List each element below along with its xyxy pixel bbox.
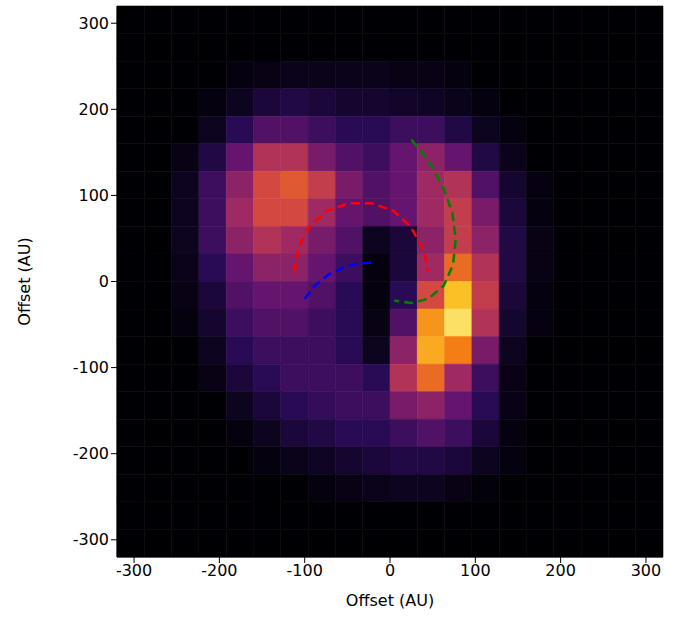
svg-text:0: 0: [99, 272, 109, 291]
svg-text:-100: -100: [73, 358, 109, 377]
svg-text:Offset (AU): Offset (AU): [15, 237, 34, 325]
svg-text:300: 300: [631, 561, 662, 580]
svg-text:200: 200: [78, 100, 109, 119]
svg-text:100: 100: [460, 561, 491, 580]
svg-text:-300: -300: [116, 561, 152, 580]
svg-text:Offset (AU): Offset (AU): [346, 591, 434, 610]
svg-text:-200: -200: [201, 561, 237, 580]
svg-text:300: 300: [78, 14, 109, 33]
svg-text:0: 0: [385, 561, 395, 580]
svg-text:-100: -100: [287, 561, 323, 580]
svg-text:100: 100: [78, 186, 109, 205]
svg-text:-200: -200: [73, 444, 109, 463]
svg-text:-300: -300: [73, 530, 109, 549]
svg-text:200: 200: [545, 561, 576, 580]
